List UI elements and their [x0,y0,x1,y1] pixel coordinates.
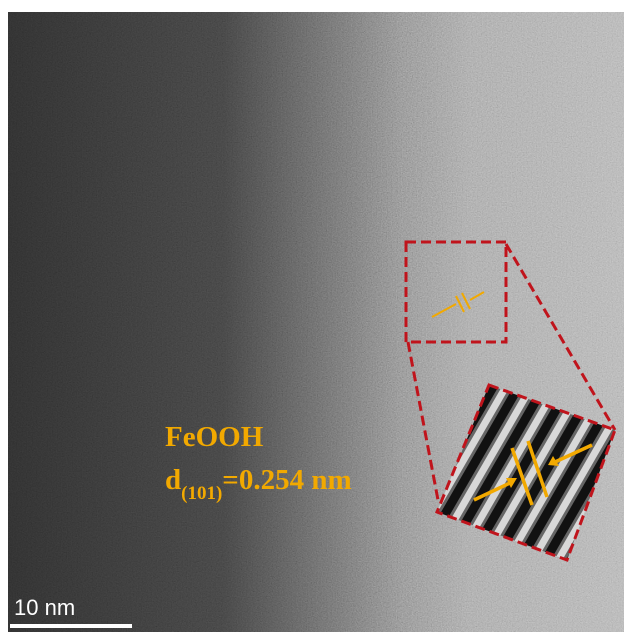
scale-bar-label: 10 nm [14,595,75,620]
page: {"label": {"material": "FeOOH", "d_prefi… [0,0,624,632]
tem-image: FeOOH d(101)=0.254 nm 10 nm [0,0,624,632]
scale-bar [10,624,132,628]
material-label: FeOOH [165,421,264,453]
d-prefix: d [165,464,181,496]
plane: (101) [181,483,222,504]
spacing: =0.254 nm [222,464,351,496]
